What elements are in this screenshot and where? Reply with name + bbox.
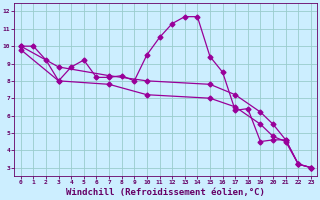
X-axis label: Windchill (Refroidissement éolien,°C): Windchill (Refroidissement éolien,°C) (66, 188, 265, 197)
